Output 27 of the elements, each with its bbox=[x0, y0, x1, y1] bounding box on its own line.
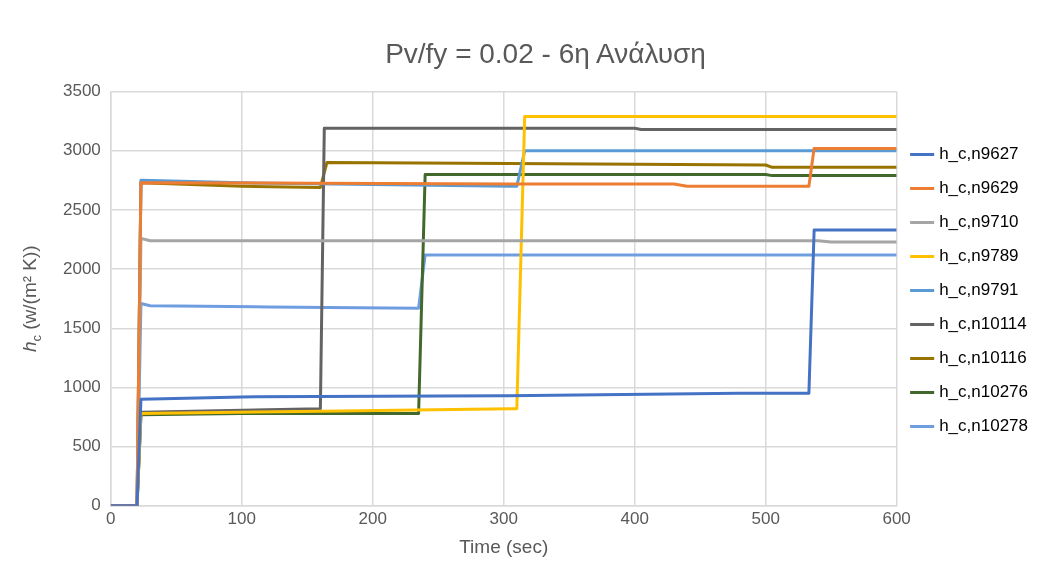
y-tick-label: 2000 bbox=[62, 258, 101, 278]
legend-label: h_c,n9627 bbox=[939, 144, 1019, 164]
y-tick-label: 500 bbox=[72, 436, 101, 456]
y-tick-label: 2500 bbox=[62, 199, 101, 219]
legend-label: h_c,n9629 bbox=[939, 178, 1019, 198]
y-tick-label: 0 bbox=[91, 495, 101, 515]
y-tick-label: 3500 bbox=[62, 81, 101, 101]
y-tick-label: 1000 bbox=[62, 377, 101, 397]
x-tick-label: 500 bbox=[751, 508, 780, 528]
y-tick-label: 1500 bbox=[62, 317, 101, 337]
y-axis-title: hc (w/(m² K)) bbox=[19, 245, 44, 353]
legend-label: h_c,n10278 bbox=[939, 416, 1029, 436]
x-tick-label: 400 bbox=[620, 508, 649, 528]
y-tick-label: 3000 bbox=[62, 140, 101, 160]
legend-label: h_c,n9710 bbox=[939, 212, 1019, 232]
x-tick-label: 200 bbox=[358, 508, 387, 528]
x-tick-label: 300 bbox=[489, 508, 518, 528]
x-tick-label: 100 bbox=[227, 508, 256, 528]
x-tick-label: 0 bbox=[106, 508, 116, 528]
legend-label: h_c,n10276 bbox=[939, 382, 1029, 402]
legend-label: h_c,n9789 bbox=[939, 246, 1019, 266]
x-axis-title: Time (sec) bbox=[459, 535, 549, 557]
x-tick-label: 600 bbox=[882, 508, 911, 528]
chart-title: Pv/fy = 0.02 - 6η Ανάλυση bbox=[385, 37, 706, 69]
legend-label: h_c,n10116 bbox=[939, 348, 1027, 368]
legend-label: h_c,n10114 bbox=[939, 314, 1027, 334]
legend-label: h_c,n9791 bbox=[939, 280, 1019, 300]
